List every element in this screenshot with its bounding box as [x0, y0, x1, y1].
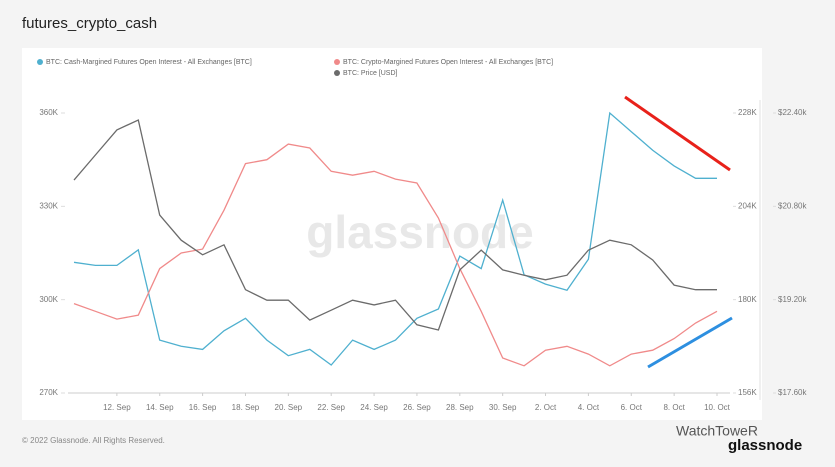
tick-label: 300K [39, 295, 58, 304]
x-tick-label: 6. Oct [621, 403, 643, 412]
copyright: © 2022 Glassnode. All Rights Reserved. [22, 436, 165, 445]
legend-dot [334, 59, 340, 65]
series-line [73, 119, 717, 331]
legend-label: BTC: Cash-Margined Futures Open Interest… [46, 59, 252, 66]
legend-label: BTC: Crypto-Margined Futures Open Intere… [343, 59, 553, 66]
tick-label: 204K [738, 201, 757, 210]
series-line [73, 143, 718, 367]
x-tick-label: 30. Sep [489, 403, 517, 412]
x-tick-label: 20. Sep [275, 403, 303, 412]
tick-label: $19.20k [778, 295, 807, 304]
tick-label: $20.80k [778, 201, 807, 210]
chart-card [22, 48, 762, 420]
x-tick-label: 26. Sep [403, 403, 431, 412]
tick-label: 156K [738, 388, 757, 397]
x-tick-label: 4. Oct [578, 403, 600, 412]
tick-label: $22.40k [778, 108, 807, 117]
x-tick-label: 24. Sep [360, 403, 388, 412]
x-tick-label: 28. Sep [446, 403, 474, 412]
tick-label: $17.60k [778, 388, 807, 397]
x-tick-label: 22. Sep [317, 403, 345, 412]
tick-label: 270K [39, 388, 58, 397]
brand-logo: glassnode [728, 437, 802, 454]
plot: 270K 300K 330K 360K 156K 180K 204K 228K $17.60k $… [39, 108, 807, 412]
x-tick-label: 12. Sep [103, 403, 131, 412]
x-tick-label: 16. Sep [189, 403, 217, 412]
tick-label: 180K [738, 295, 757, 304]
x-tick-label: 2. Oct [535, 403, 557, 412]
x-tick-label: 10. Oct [704, 403, 731, 412]
trend-arrow-down [624, 95, 731, 172]
tick-label: 228K [738, 108, 757, 117]
x-tick-label: 18. Sep [232, 403, 260, 412]
watermark: glassnode [306, 206, 534, 258]
chart-title: futures_crypto_cash [22, 15, 157, 32]
legend-dot [334, 70, 340, 76]
tick-label: 330K [39, 201, 58, 210]
x-tick-label: 8. Oct [663, 403, 685, 412]
series-line [73, 111, 717, 366]
x-tick-label: 14. Sep [146, 403, 174, 412]
legend-label: BTC: Price [USD] [343, 70, 398, 77]
tick-label: 360K [39, 108, 58, 117]
legend-dot [37, 59, 43, 65]
trend-arrow-up [647, 316, 733, 369]
brand-watchtower: WatchToweR [676, 423, 758, 439]
